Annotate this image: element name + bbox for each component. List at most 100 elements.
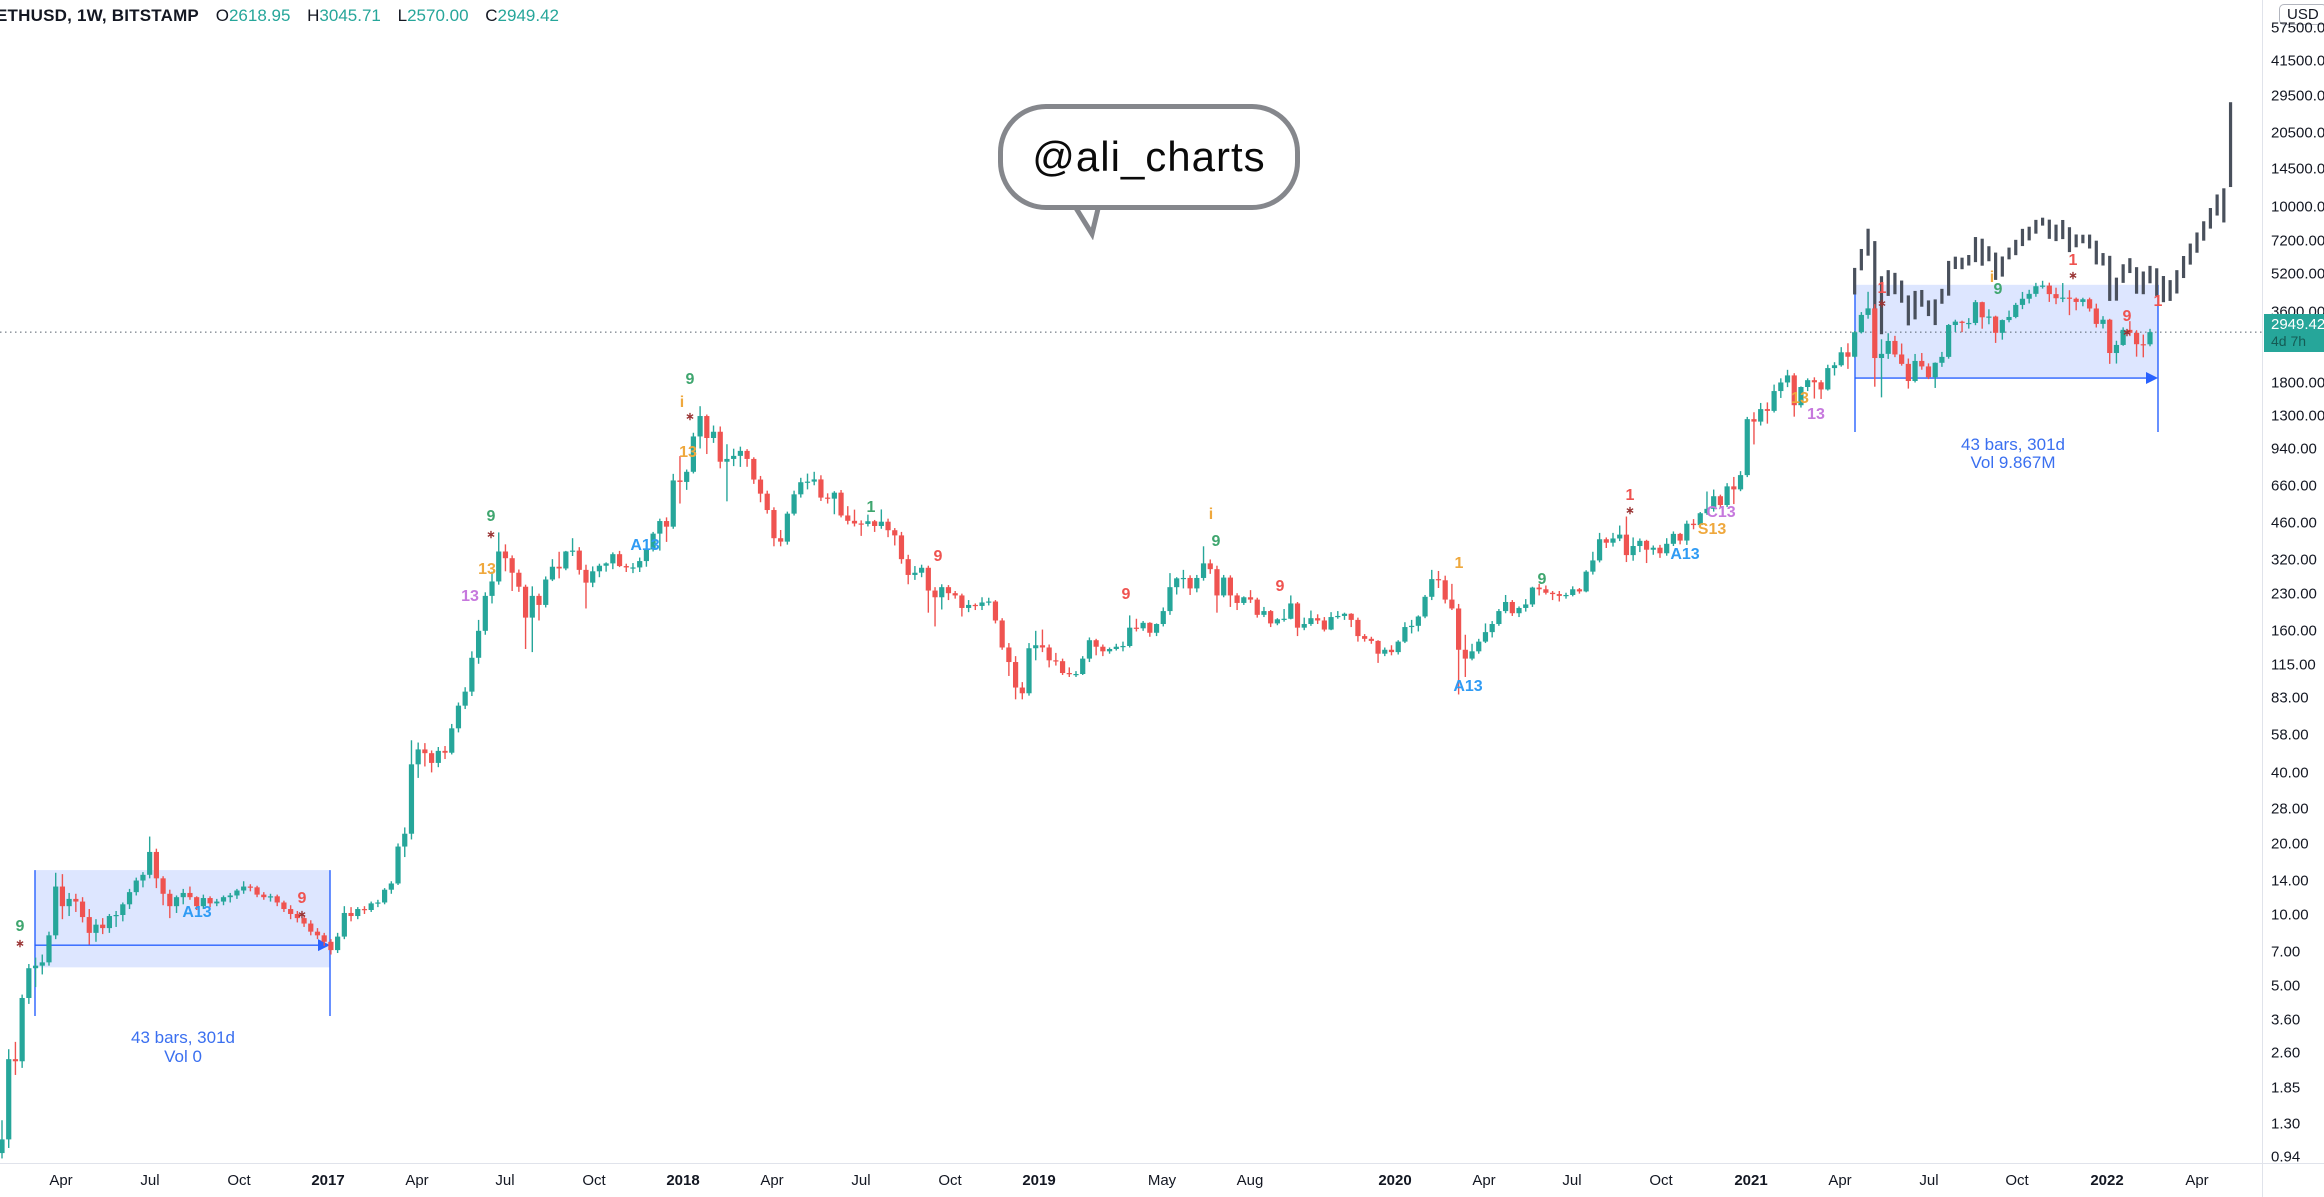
candle — [1771, 391, 1777, 411]
candle — [744, 450, 750, 459]
ghost-bar — [2007, 247, 2011, 260]
candle — [435, 750, 441, 763]
candle — [1335, 615, 1341, 618]
candle — [462, 691, 468, 706]
price-tick: 10000.00 — [2271, 198, 2324, 216]
candle — [1590, 560, 1596, 572]
candle — [341, 912, 347, 937]
candle — [355, 909, 361, 917]
ghost-bar — [2054, 224, 2058, 242]
time-tick: Oct — [582, 1172, 606, 1189]
speech-bubble-annotation[interactable]: @ali_charts — [998, 104, 1300, 210]
time-tick: Apr — [1828, 1172, 1852, 1189]
candle — [1214, 569, 1220, 596]
candle — [1207, 563, 1213, 570]
symbol-title[interactable]: ETHUSD, 1W, BITSTAMP — [0, 6, 199, 25]
candle — [496, 551, 502, 582]
candle — [663, 521, 670, 527]
ghost-bar — [2228, 102, 2233, 188]
candle — [1831, 365, 1838, 369]
candle — [1899, 354, 1905, 364]
candle — [1838, 352, 1844, 366]
candle — [1489, 624, 1495, 633]
candle — [1993, 316, 1999, 333]
candle — [2113, 344, 2120, 354]
candle — [46, 935, 52, 963]
candle — [1966, 322, 1972, 325]
candle — [408, 764, 415, 834]
candle — [1677, 533, 1683, 541]
currency-badge[interactable]: USD — [2279, 4, 2324, 25]
price-tick: 10.00 — [2271, 906, 2309, 924]
candle — [737, 450, 743, 456]
candle — [469, 657, 475, 692]
candle — [267, 896, 274, 898]
candle — [147, 851, 153, 875]
candle — [1798, 386, 1804, 406]
candle — [764, 493, 770, 511]
price-axis[interactable]: USD 57500.00 41500.00 29500.00 20500.00 1450… — [2262, 0, 2324, 1166]
td-marker: 9 — [487, 508, 496, 525]
ghost-bar — [2222, 188, 2226, 223]
candle — [992, 601, 999, 621]
candle — [1912, 360, 1918, 382]
candle — [274, 896, 280, 903]
candle — [1583, 571, 1589, 592]
candle — [1704, 508, 1710, 514]
time-axis[interactable]: Apr Jul Oct 2017 Apr Jul Oct 2018 Apr Jul Oct 2019 M… — [0, 1163, 2324, 1197]
candle — [1717, 496, 1723, 506]
candle — [771, 510, 777, 539]
candle — [288, 909, 294, 914]
price-tick: 3.60 — [2271, 1011, 2301, 1029]
candle — [160, 878, 166, 894]
candle — [818, 479, 824, 498]
candle — [1019, 687, 1025, 694]
ghost-bar — [2155, 268, 2159, 296]
ghost-bar — [2067, 227, 2072, 253]
candle — [543, 579, 549, 605]
time-tick: Apr — [49, 1172, 73, 1189]
candle — [1482, 632, 1489, 642]
candle — [603, 563, 609, 566]
candle — [1872, 308, 1878, 359]
candle — [207, 898, 213, 904]
ghost-bar — [2087, 234, 2092, 249]
td-marker: 9 — [16, 918, 25, 935]
candle — [2066, 297, 2073, 299]
last-price-badge[interactable]: 2949.42 4d 7h — [2264, 314, 2324, 353]
candle — [1368, 638, 1374, 641]
candle — [865, 521, 871, 524]
ghost-bar — [2181, 255, 2186, 279]
measure-box[interactable] — [35, 870, 330, 968]
candle — [1509, 601, 1515, 614]
symbol-header[interactable]: ETHUSD, 1W, BITSTAMP O2618.95 H3045.71 L… — [0, 6, 559, 26]
candle — [1120, 645, 1126, 648]
candle — [1382, 649, 1388, 654]
price-tick: 40.00 — [2271, 764, 2309, 782]
candle — [1341, 613, 1348, 616]
candle — [1670, 533, 1677, 544]
candle — [1825, 368, 1831, 390]
candle — [1744, 419, 1750, 476]
td-marker: 1 — [1626, 487, 1635, 504]
candle — [194, 897, 200, 907]
candlestick-series[interactable] — [0, 280, 2153, 1159]
ghost-bar — [2215, 194, 2219, 216]
ghost-projection-bars[interactable] — [1853, 102, 2233, 335]
ohlc-open: O2618.95 — [215, 6, 291, 25]
candle — [569, 550, 576, 552]
candle — [2100, 319, 2106, 324]
ghost-bar — [2041, 217, 2045, 226]
candle — [187, 892, 193, 898]
candle — [724, 458, 730, 462]
candle — [1939, 356, 1945, 363]
ghost-bar — [2114, 277, 2119, 301]
time-tick: Oct — [2005, 1172, 2029, 1189]
candle — [1059, 661, 1066, 674]
candle — [261, 894, 267, 898]
candle — [73, 898, 79, 902]
ghost-bar — [2168, 280, 2172, 301]
candle — [791, 494, 797, 514]
